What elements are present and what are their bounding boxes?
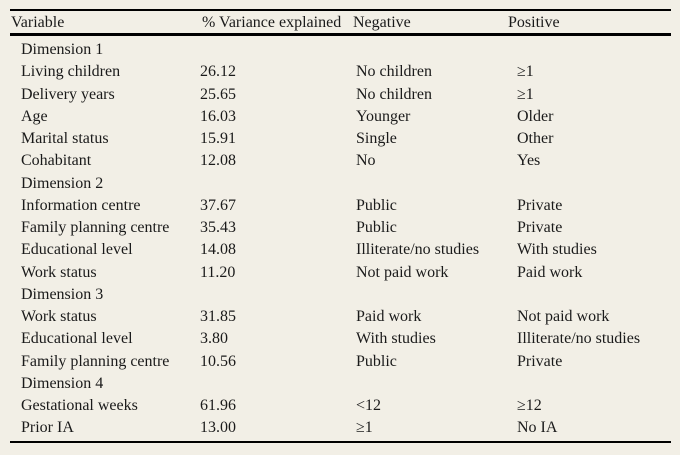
- dimension-title: Dimension 2: [21, 174, 104, 192]
- table-row: Information centre 37.67 Public Private: [10, 195, 671, 217]
- variable-cell: Prior IA: [21, 419, 74, 437]
- column-header-negative: Negative: [353, 14, 411, 31]
- positive-cell: Private: [517, 196, 563, 214]
- negative-cell: No children: [356, 85, 432, 103]
- variance-cell: 37.67: [200, 196, 236, 214]
- table-row: Educational level 14.08 Illiterate/no stud…: [10, 239, 671, 261]
- table-row: Gestational weeks 61.96 <12 ≥12: [10, 395, 671, 417]
- variable-cell: Cohabitant: [21, 152, 92, 170]
- positive-cell: With studies: [517, 241, 597, 259]
- table-section-row: Dimension 1: [10, 39, 671, 61]
- variable-cell: Delivery years: [21, 85, 115, 103]
- variance-cell: 35.43: [200, 219, 236, 236]
- table-body: Dimension 1 Living children 26.12 No childr…: [10, 39, 671, 440]
- negative-cell: With studies: [356, 330, 436, 348]
- variable-cell: Marital status: [21, 130, 109, 147]
- variance-cell: 12.08: [200, 152, 236, 170]
- variance-cell: 3.80: [200, 330, 228, 348]
- table-row: Prior IA 13.00 ≥1 No IA: [10, 417, 671, 439]
- positive-cell: Illiterate/no studies: [517, 330, 641, 348]
- positive-cell: Paid work: [517, 263, 583, 281]
- negative-cell: No: [356, 152, 376, 170]
- negative-cell: Single: [356, 130, 397, 147]
- variance-cell: 26.12: [200, 63, 236, 81]
- variance-cell: 25.65: [200, 85, 236, 103]
- table-bottom-rule: [10, 441, 671, 443]
- positive-cell: Other: [517, 130, 554, 147]
- negative-cell: No children: [356, 63, 432, 81]
- negative-cell: Paid work: [356, 308, 422, 325]
- dimension-title: Dimension 1: [21, 41, 104, 58]
- table-row: Family planning centre 35.43 Public Private: [10, 217, 671, 239]
- variance-cell: 16.03: [200, 107, 236, 125]
- table-header-rule: [10, 33, 671, 36]
- positive-cell: ≥12: [517, 397, 542, 414]
- negative-cell: ≥1: [356, 419, 373, 437]
- table-row: Work status 11.20 Not paid work Paid work: [10, 262, 671, 284]
- variable-cell: Family planning centre: [21, 352, 170, 370]
- variable-cell: Educational level: [21, 241, 133, 259]
- variable-cell: Work status: [21, 308, 97, 325]
- variance-cell: 15.91: [200, 130, 236, 147]
- table-row: Work status 31.85 Paid work Not paid work: [10, 306, 671, 328]
- positive-cell: ≥1: [517, 63, 534, 81]
- negative-cell: Younger: [356, 107, 411, 125]
- negative-cell: Not paid work: [356, 263, 449, 281]
- positive-cell: Older: [517, 107, 554, 125]
- variance-cell: 10.56: [200, 352, 236, 370]
- dimension-title: Dimension 3: [21, 285, 104, 303]
- variable-cell: Work status: [21, 263, 97, 281]
- variance-cell: 13.00: [200, 419, 236, 437]
- table-top-rule: [10, 9, 671, 11]
- column-header-variable: Variable: [11, 14, 65, 31]
- variable-cell: Family planning centre: [21, 219, 170, 236]
- positive-cell: Yes: [517, 152, 541, 170]
- variance-cell: 14.08: [200, 241, 236, 259]
- negative-cell: Illiterate/no studies: [356, 241, 480, 259]
- negative-cell: Public: [356, 219, 397, 236]
- table-section-row: Dimension 3: [10, 284, 671, 306]
- variance-cell: 31.85: [200, 308, 236, 325]
- dimension-title: Dimension 4: [21, 374, 104, 392]
- variable-cell: Information centre: [21, 196, 141, 214]
- positive-cell: Private: [517, 352, 563, 370]
- table-section-row: Dimension 2: [10, 173, 671, 195]
- column-header-variance-explained: % Variance explained: [202, 14, 342, 31]
- positive-cell: ≥1: [517, 85, 534, 103]
- table-row: Delivery years 25.65 No children ≥1: [10, 84, 671, 106]
- table-row: Educational level 3.80 With studies Illiter…: [10, 328, 671, 350]
- positive-cell: No IA: [517, 419, 558, 437]
- table-row: Cohabitant 12.08 No Yes: [10, 150, 671, 172]
- table-row: Family planning centre 10.56 Public Private: [10, 351, 671, 373]
- table-section-row: Dimension 4: [10, 373, 671, 395]
- negative-cell: <12: [356, 397, 382, 414]
- variable-cell: Living children: [21, 63, 121, 81]
- table-row: Marital status 15.91 Single Other: [10, 128, 671, 150]
- negative-cell: Public: [356, 352, 397, 370]
- variable-cell: Educational level: [21, 330, 133, 348]
- variance-cell: 61.96: [200, 397, 236, 414]
- paper-table: Variable % Variance explained Negative P…: [10, 0, 671, 455]
- variable-cell: Gestational weeks: [21, 397, 138, 414]
- table-row: Living children 26.12 No children ≥1: [10, 61, 671, 83]
- table-row: Age 16.03 Younger Older: [10, 106, 671, 128]
- column-header-positive: Positive: [508, 14, 560, 31]
- positive-cell: Private: [517, 219, 563, 236]
- variable-cell: Age: [21, 107, 48, 125]
- variance-cell: 11.20: [200, 263, 236, 281]
- positive-cell: Not paid work: [517, 308, 610, 325]
- negative-cell: Public: [356, 196, 397, 214]
